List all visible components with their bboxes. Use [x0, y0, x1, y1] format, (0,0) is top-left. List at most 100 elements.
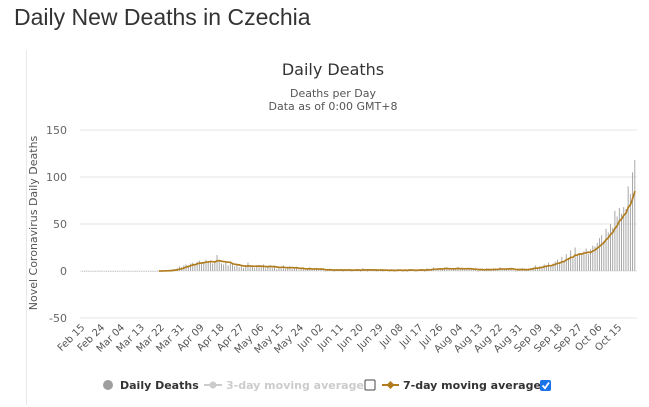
bar-daily-deaths: [123, 271, 125, 272]
bar-daily-deaths: [214, 262, 216, 271]
bar-daily-deaths: [629, 193, 631, 271]
point-7-day-moving-average: [479, 268, 481, 271]
point-7-day-moving-average: [158, 270, 161, 272]
bar-daily-deaths: [265, 268, 267, 271]
point-7-day-moving-average: [512, 267, 515, 270]
point-7-day-moving-average: [280, 266, 283, 269]
bar-daily-deaths: [305, 270, 306, 271]
bar-daily-deaths: [592, 245, 594, 271]
point-7-day-moving-average: [337, 269, 340, 271]
bar-daily-deaths: [81, 271, 83, 272]
point-7-day-moving-average: [503, 268, 506, 271]
point-7-day-moving-average: [490, 268, 493, 271]
point-7-day-moving-average: [171, 269, 174, 272]
point-7-day-moving-average: [238, 264, 241, 266]
point-7-day-moving-average: [629, 204, 632, 206]
point-7-day-moving-average: [209, 260, 212, 263]
point-7-day-moving-average: [494, 268, 497, 271]
point-7-day-moving-average: [264, 265, 267, 268]
point-7-day-moving-average: [574, 254, 577, 257]
bar-daily-deaths: [221, 263, 222, 271]
bar-daily-deaths: [464, 270, 466, 271]
bar-daily-deaths: [201, 263, 203, 271]
point-7-day-moving-average: [266, 265, 269, 268]
point-7-day-moving-average: [353, 269, 355, 272]
point-7-day-moving-average: [249, 265, 252, 267]
point-7-day-moving-average: [182, 267, 185, 269]
point-7-day-moving-average: [589, 251, 592, 254]
point-7-day-moving-average: [516, 268, 519, 271]
point-7-day-moving-average: [549, 264, 552, 267]
point-7-day-moving-average: [390, 269, 393, 272]
bar-daily-deaths: [324, 271, 326, 272]
bar-daily-deaths: [605, 228, 607, 271]
point-7-day-moving-average: [631, 197, 634, 200]
point-7-day-moving-average: [216, 259, 218, 262]
bar-daily-deaths: [192, 262, 194, 271]
point-7-day-moving-average: [295, 266, 298, 269]
bar-daily-deaths: [249, 267, 251, 271]
point-7-day-moving-average: [415, 269, 417, 272]
bar-daily-deaths: [621, 213, 622, 271]
point-7-day-moving-average: [322, 268, 325, 271]
bar-daily-deaths: [269, 265, 271, 271]
line-7-day-moving-average: [159, 191, 636, 272]
bar-daily-deaths: [209, 260, 211, 271]
bar-daily-deaths: [276, 269, 278, 271]
bar-daily-deaths: [607, 232, 609, 271]
bar-daily-deaths: [106, 271, 107, 272]
bar-daily-deaths: [125, 271, 127, 272]
page-title: Daily New Deaths in Czechia: [14, 4, 311, 30]
bar-daily-deaths: [550, 266, 552, 271]
bar-daily-deaths: [227, 265, 229, 271]
bar-daily-deaths: [245, 265, 247, 271]
bar-daily-deaths: [313, 270, 315, 271]
bar-daily-deaths: [205, 259, 207, 271]
point-7-day-moving-average: [344, 269, 347, 271]
point-7-day-moving-average: [251, 265, 254, 268]
point-7-day-moving-average: [554, 263, 557, 266]
point-7-day-moving-average: [428, 268, 431, 271]
point-7-day-moving-average: [525, 268, 528, 271]
point-7-day-moving-average: [364, 269, 367, 271]
point-7-day-moving-average: [545, 265, 548, 268]
checkbox-7-day-moving-average[interactable]: [540, 380, 551, 391]
point-7-day-moving-average: [591, 250, 594, 252]
point-7-day-moving-average: [450, 267, 453, 270]
bar-daily-deaths: [459, 269, 461, 271]
legend-item-3-day-moving-average[interactable]: 3-day moving average: [204, 379, 364, 392]
bar-daily-deaths: [263, 264, 264, 271]
point-7-day-moving-average: [576, 254, 579, 256]
bar-daily-deaths: [101, 271, 103, 272]
legend-item-daily-deaths[interactable]: Daily Deaths: [103, 379, 199, 392]
bar-daily-deaths: [243, 268, 245, 271]
point-7-day-moving-average: [359, 269, 362, 272]
bar-daily-deaths: [274, 266, 275, 271]
bar-daily-deaths: [495, 270, 496, 271]
bar-daily-deaths: [99, 271, 101, 272]
bar-daily-deaths: [251, 266, 253, 271]
point-7-day-moving-average: [423, 269, 426, 272]
bar-daily-deaths: [554, 261, 556, 271]
point-7-day-moving-average: [200, 262, 203, 264]
point-7-day-moving-average: [452, 267, 455, 270]
point-7-day-moving-average: [461, 267, 464, 270]
bar-daily-deaths: [375, 271, 377, 272]
bar-daily-deaths: [565, 254, 567, 271]
point-7-day-moving-average: [572, 256, 574, 259]
point-7-day-moving-average: [488, 268, 490, 271]
point-7-day-moving-average: [315, 267, 318, 270]
point-7-day-moving-average: [247, 264, 249, 267]
point-7-day-moving-average: [507, 267, 510, 270]
point-7-day-moving-average: [446, 267, 448, 270]
y-tick-label: -50: [49, 312, 67, 325]
point-7-day-moving-average: [229, 261, 232, 264]
bar-daily-deaths: [271, 268, 273, 271]
point-7-day-moving-average: [518, 268, 521, 271]
checkbox-3-day-moving-average[interactable]: [364, 379, 376, 391]
legend-item-7-day-moving-average[interactable]: 7-day moving average: [382, 379, 541, 392]
point-7-day-moving-average: [286, 266, 289, 269]
point-7-day-moving-average: [404, 269, 406, 272]
bar-daily-deaths: [187, 265, 189, 271]
bar-daily-deaths: [579, 253, 580, 271]
